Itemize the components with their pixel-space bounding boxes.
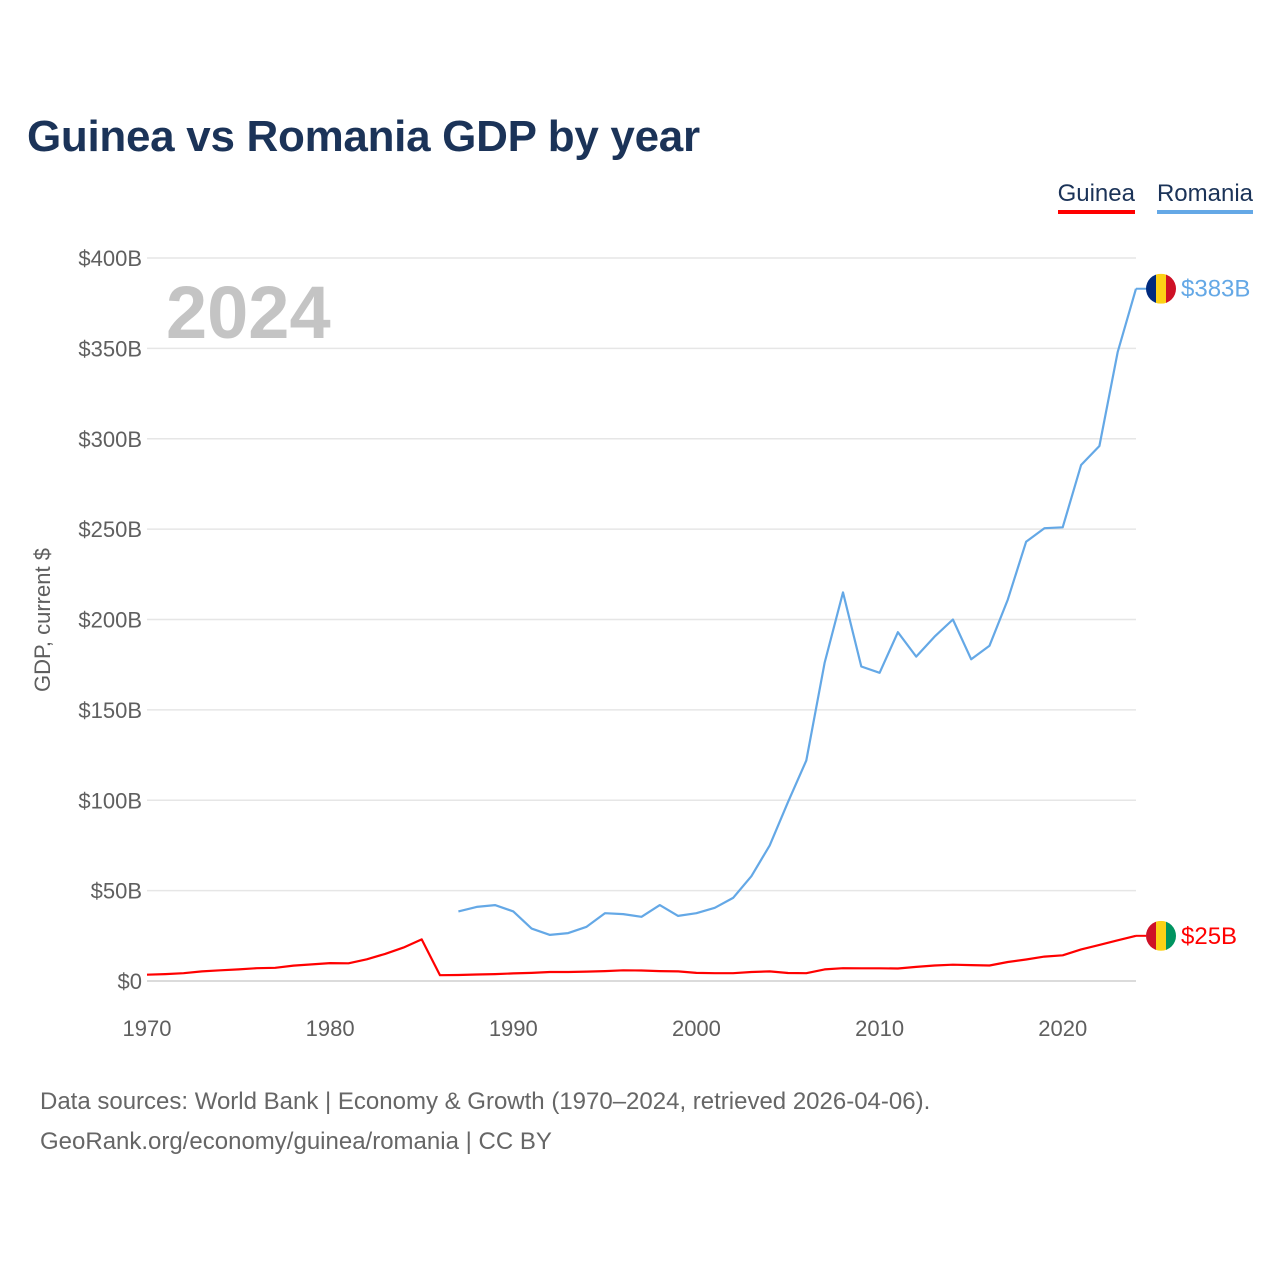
x-tick-label: 1990 [489,1016,538,1041]
flag-stripe [1156,273,1167,304]
year-display: 2024 [166,271,331,354]
end-markers: $25B $383B [1136,273,1250,951]
chart-title: Guinea vs Romania GDP by year [27,112,700,161]
sources-line-1: Data sources: World Bank | Economy & Gro… [40,1088,931,1115]
y-tick-label: $100B [78,788,142,813]
flag-stripe [1146,273,1157,304]
x-tick-label: 2020 [1038,1016,1087,1041]
y-tick-label: $50B [91,879,142,904]
y-tick-label: $300B [78,427,142,452]
series-lines [146,288,1138,977]
x-tick-label: 1980 [306,1016,355,1041]
x-axis-ticks: 1970 1980 1990 2000 2010 2020 [123,1016,1088,1041]
legend-item-guinea[interactable]: Guinea [1057,180,1135,214]
x-tick-label: 2000 [672,1016,721,1041]
x-tick-label: 1970 [123,1016,172,1041]
gridlines [147,257,1136,982]
flag-guinea-icon [1146,920,1176,951]
y-tick-label: $150B [78,698,142,723]
series-line-romania [458,288,1138,937]
y-axis-title: GDP, current $ [30,548,55,692]
y-axis-ticks: $0 $50B $100B $150B $200B $250B $300B $350B $400… [78,246,142,994]
flag-romania-icon [1146,273,1176,304]
legend: Guinea Romania [1057,180,1253,214]
x-tick-label: 2010 [855,1016,904,1041]
series-line-guinea [146,934,1137,977]
flag-stripe [1166,273,1176,304]
end-label-romania: $383B [1181,276,1250,303]
end-label-guinea: $25B [1181,923,1237,950]
flag-stripe [1156,920,1167,951]
flag-stripe [1146,920,1157,951]
y-tick-label: $400B [78,246,142,271]
legend-item-romania[interactable]: Romania [1156,180,1253,214]
sources-line-2[interactable]: GeoRank.org/economy/guinea/romania | CC … [40,1128,552,1155]
y-tick-label: $250B [78,517,142,542]
y-tick-label: $0 [118,969,142,994]
flag-stripe [1166,920,1176,951]
y-tick-label: $200B [78,608,142,633]
data-sources: Data sources: World Bank | Economy & Gro… [40,1082,930,1162]
y-tick-label: $350B [78,336,142,361]
